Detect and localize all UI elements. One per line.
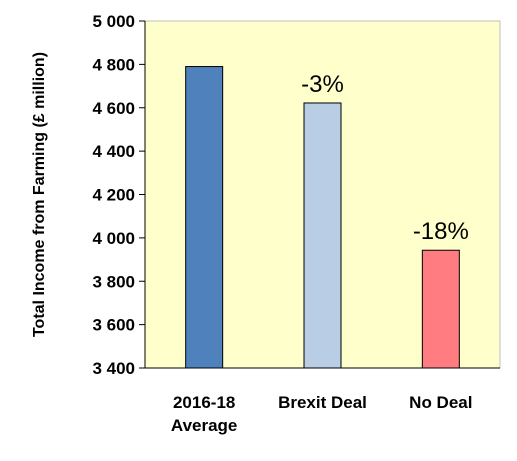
y-tick-label: 4 400 <box>92 142 135 161</box>
y-tick-label: 3 600 <box>92 316 135 335</box>
bar <box>421 249 460 369</box>
x-tick-label: No Deal <box>409 393 472 412</box>
x-tick-label: 2016-18 <box>173 393 235 412</box>
y-tick-label: 3 800 <box>92 272 135 291</box>
y-tick-label: 4 000 <box>92 229 135 248</box>
bar <box>303 102 342 369</box>
y-axis-label: Total Income from Farming (£ million) <box>31 52 48 337</box>
data-label: -18% <box>413 218 469 245</box>
data-labels-group: -3% -18% <box>301 71 469 245</box>
y-ticks-group: 3 400 3 600 3 800 4 000 4 200 4 400 4 600 4 800… <box>92 12 145 378</box>
bar <box>185 66 224 369</box>
x-ticks-group: 2016-18 Average Brexit Deal No Deal <box>171 393 473 435</box>
y-tick-label: 4 600 <box>92 99 135 118</box>
y-tick-label: 4 200 <box>92 186 135 205</box>
x-tick-label: Average <box>171 416 237 435</box>
y-tick-label: 4 800 <box>92 55 135 74</box>
data-label: -3% <box>301 71 344 98</box>
bars-group <box>185 66 460 369</box>
y-tick-label: 3 400 <box>92 359 135 378</box>
x-tick-label: Brexit Deal <box>278 393 367 412</box>
y-tick-label: 5 000 <box>92 12 135 31</box>
